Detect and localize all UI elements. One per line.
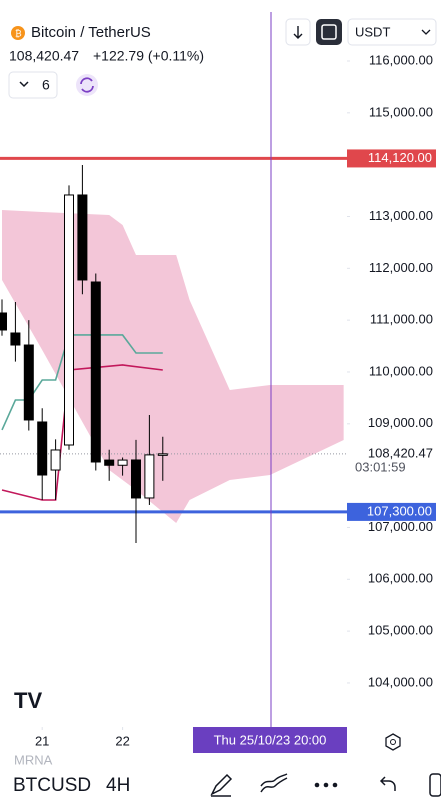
indicator-line [1, 364, 163, 501]
candle-body [117, 459, 128, 466]
chevron-icon [421, 29, 431, 35]
settings-icon-dot [390, 739, 396, 745]
current-price-label: 108,420.47 [368, 445, 433, 460]
candle-body [104, 459, 115, 466]
coin-symbol: ₿ [15, 28, 22, 38]
interval-button[interactable]: 4H [106, 775, 130, 796]
candle-body [90, 281, 101, 463]
candle-body [77, 194, 88, 281]
draw-tool[interactable] [210, 773, 233, 797]
chevron-icon [19, 81, 29, 88]
y-tick-label: 107,000.00 [368, 519, 433, 534]
candle-body [63, 194, 74, 446]
y-tick-label: 116,000.00 [369, 52, 433, 67]
more-button[interactable] [314, 782, 338, 788]
undo-button[interactable] [379, 776, 396, 791]
level-label: 114,120.00 [368, 150, 432, 165]
level-label: 107,300.00 [367, 503, 432, 518]
candle-body [23, 344, 34, 421]
toolbar [0, 766, 441, 800]
refresh-button[interactable] [76, 74, 98, 96]
level-label-box [347, 502, 436, 521]
indicator-count: 6 [42, 77, 50, 93]
y-tick-label: 104,000.00 [368, 674, 433, 689]
cloud [2, 210, 344, 523]
x-tick-label: 22 [115, 733, 129, 748]
settings-icon[interactable] [385, 733, 401, 751]
y-tick-label: 109,000.00 [368, 415, 433, 430]
current-price-box [349, 444, 437, 475]
candle-body [157, 453, 168, 456]
y-tick-label: 111,000.00 [370, 312, 433, 327]
logo: TV [14, 688, 42, 713]
y-tick-label: 106,000.00 [368, 571, 433, 586]
y-tick-label: 115,000.00 [369, 104, 433, 119]
indicator-line [1, 334, 163, 431]
watch-symbol: MRNA [14, 752, 53, 767]
currency: USDT [355, 24, 390, 39]
coin-icon [11, 26, 25, 40]
layout-button[interactable] [429, 773, 441, 797]
indicator-toggle[interactable] [8, 71, 58, 99]
fullscreen-icon [321, 24, 337, 40]
y-tick-label: 110,000.00 [369, 363, 433, 378]
symbol-button[interactable]: BTCUSD [13, 775, 91, 796]
countdown: 03:01:59 [355, 459, 406, 474]
symbol-title: Bitcoin / TetherUS [31, 24, 151, 41]
plot-area: 104,000.00 105,000.00 106,000.00 107,000.00… [0, 52, 433, 748]
x-tick-label: 21 [35, 733, 49, 748]
candle-body [10, 332, 21, 346]
refresh-icon [80, 77, 94, 93]
crosshair-label: Thu 25/10/23 20:00 [214, 732, 327, 747]
currency-select[interactable] [347, 18, 437, 46]
candle-body [0, 312, 8, 331]
arrow-icon [293, 26, 303, 39]
y-tick-label: 112,000.00 [369, 260, 433, 275]
candle-body [37, 421, 48, 476]
price-change: +122.79 (+0.11%) [93, 48, 204, 64]
y-tick-label: 105,000.00 [368, 623, 433, 638]
candle-body [130, 459, 141, 499]
candle-body [144, 454, 155, 499]
indicators-tool[interactable] [260, 773, 288, 793]
y-tick-label: 113,000.00 [369, 208, 433, 223]
crosshair-label-box [193, 727, 347, 753]
fullscreen-button[interactable] [316, 19, 342, 45]
level-label-box [347, 149, 436, 168]
candle-body [50, 449, 61, 471]
last-price: 108,420.47 [9, 48, 79, 64]
